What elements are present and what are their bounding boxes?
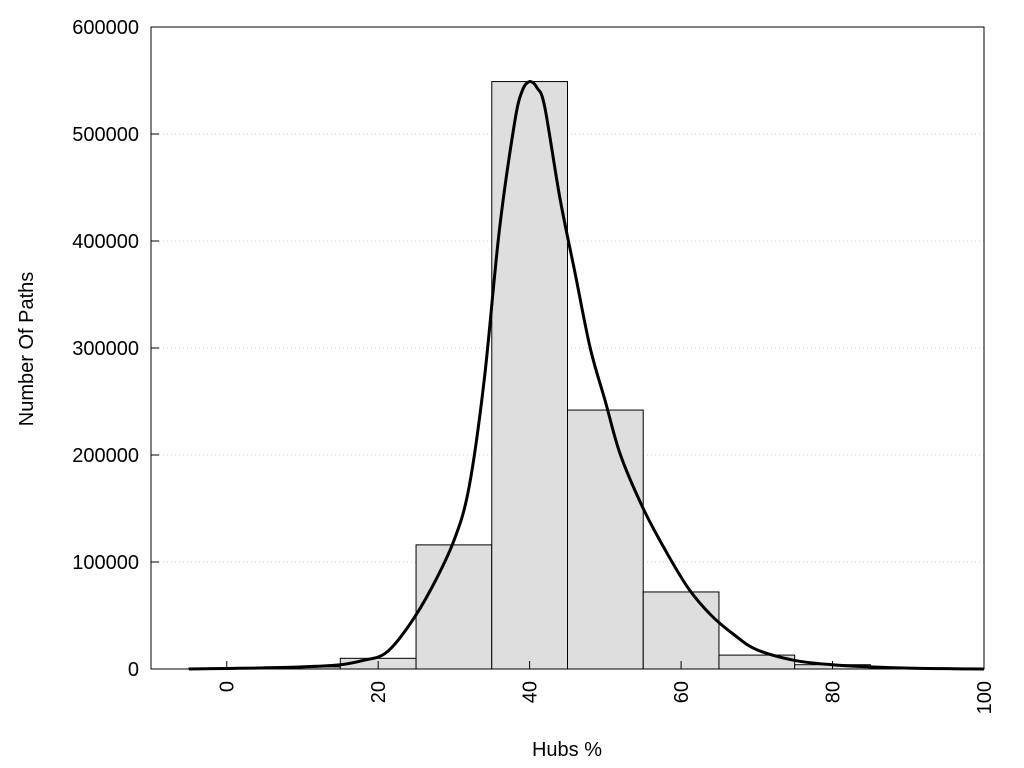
y-axis-title: Number Of Paths — [16, 272, 38, 427]
y-tick-label: 500000 — [72, 124, 139, 146]
x-tick-label: 20 — [368, 681, 390, 703]
y-tick-label: 300000 — [72, 338, 139, 360]
y-tick-label: 200000 — [72, 445, 139, 467]
histogram-bar — [567, 409, 644, 670]
y-tick-label: 0 — [128, 659, 139, 681]
histogram-bar — [642, 591, 720, 670]
y-tick-label: 600000 — [72, 17, 139, 39]
x-tick-label: 60 — [671, 681, 693, 703]
x-tick-label: 40 — [520, 681, 542, 703]
fit-curve-line — [188, 80, 985, 671]
fit-curve-layer — [188, 80, 985, 671]
x-axis-ticks: 0 20 40 60 80 100 — [217, 661, 996, 714]
histogram-bar — [491, 81, 569, 670]
histogram-bars — [188, 81, 947, 670]
y-axis-ticks: 0 100000 200000 300000 400000 500000 600000 — [72, 17, 159, 681]
histogram-bar — [415, 544, 493, 670]
y-tick-label: 400000 — [72, 231, 139, 253]
x-tick-label: 0 — [217, 681, 239, 692]
x-axis-title: Hubs % — [532, 739, 602, 761]
x-tick-label: 80 — [823, 681, 845, 703]
y-tick-label: 100000 — [72, 552, 139, 574]
x-tick-label: 100 — [974, 681, 996, 714]
